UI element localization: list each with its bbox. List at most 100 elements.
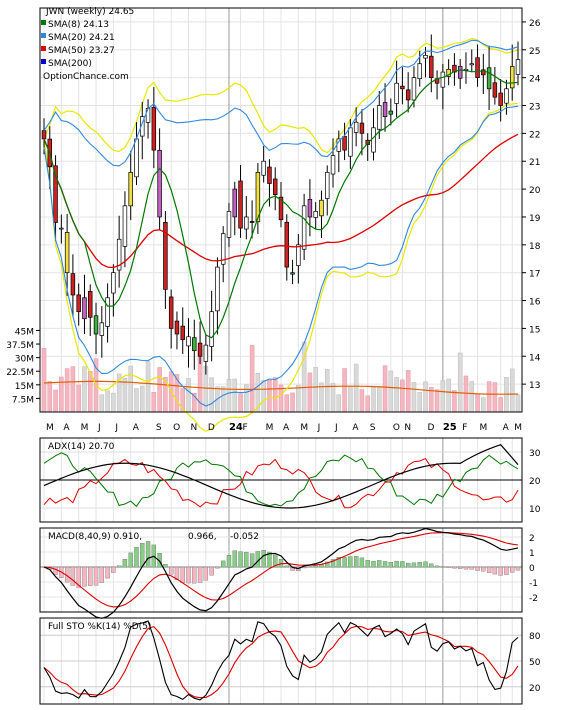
macd-histogram-bar	[192, 567, 196, 583]
candle-body	[510, 67, 514, 88]
candle-body	[42, 131, 46, 139]
volume-bar	[210, 378, 214, 412]
volume-bar	[516, 395, 520, 412]
price-tick-label: 19	[529, 214, 541, 224]
volume-bar	[48, 381, 52, 412]
volume-bar	[129, 366, 133, 412]
price-tick-label: 26	[529, 19, 541, 29]
volume-bar	[371, 386, 375, 412]
volume-bar	[65, 369, 69, 412]
macd-histogram-bar	[239, 552, 243, 568]
candle-body	[458, 67, 462, 79]
macd-histogram-bar	[233, 551, 237, 568]
legend-entry: SMA(50) 23.27	[48, 46, 115, 56]
x-axis-month-label: M	[480, 423, 488, 433]
volume-bar	[395, 377, 399, 412]
macd-tick-label: 0	[529, 564, 535, 574]
volume-bar	[441, 380, 445, 412]
volume-tick-label: 22.5M	[6, 368, 34, 378]
macd-histogram-bar	[227, 555, 231, 567]
macd-histogram-bar	[210, 567, 214, 575]
x-axis-month-label: M	[300, 423, 308, 433]
volume-bar	[291, 393, 295, 412]
volume-bar	[452, 390, 456, 412]
candle-body	[441, 72, 445, 87]
candle-body	[83, 298, 87, 319]
candle-body	[354, 122, 358, 132]
candle-body	[296, 245, 300, 266]
volume-bar	[412, 382, 416, 412]
candle-body	[262, 161, 266, 175]
candle-body	[210, 312, 214, 347]
macd-histogram-bar	[377, 560, 381, 567]
volume-bar	[423, 382, 427, 412]
x-axis-month-label: 25	[443, 422, 457, 433]
legend-entry: SMA(8) 24.13	[48, 20, 109, 30]
candle-body	[244, 217, 248, 229]
price-tick-label: 24	[529, 75, 541, 85]
macd-histogram-bar	[262, 550, 266, 567]
macd-histogram-bar	[429, 564, 433, 568]
macd-histogram-bar	[94, 567, 98, 585]
candle-body	[389, 111, 393, 114]
price-tick-label: 14	[529, 353, 541, 363]
macd-histogram-bar	[464, 567, 468, 569]
macd-histogram-bar	[470, 567, 474, 569]
volume-bar	[406, 370, 410, 412]
macd-histogram-bar	[314, 566, 318, 567]
x-axis-month-label: M	[266, 423, 274, 433]
candle-body	[239, 181, 243, 228]
macd-histogram-bar	[129, 553, 133, 567]
candle-body	[499, 93, 503, 105]
candle-body	[302, 206, 306, 249]
candle-body	[476, 58, 480, 78]
macd-histogram-bar	[181, 567, 185, 583]
x-axis-month-label: J	[334, 423, 338, 433]
candle-body	[181, 326, 185, 339]
volume-bar	[510, 369, 514, 412]
candle-body	[123, 206, 127, 247]
volume-bar	[314, 367, 318, 412]
volume-bar	[360, 390, 364, 412]
candle-body	[65, 232, 69, 272]
macd-histogram-bar	[406, 563, 410, 567]
candle-body	[233, 189, 237, 217]
candle-body	[250, 221, 254, 222]
volume-bar	[308, 373, 312, 412]
candle-body	[111, 273, 115, 293]
candle-body	[291, 273, 295, 274]
volume-bar	[348, 386, 352, 412]
macd-histogram-bar	[487, 567, 491, 573]
candle-body	[360, 123, 364, 133]
candle-body	[331, 156, 335, 174]
macd-histogram-bar	[308, 567, 312, 568]
candle-body	[372, 128, 376, 152]
volume-tick-label: 30M	[15, 355, 34, 365]
candle-body	[59, 228, 63, 229]
volume-tick-label: 7.5M	[12, 395, 34, 405]
macd-histogram-bar	[111, 567, 115, 573]
legend-swatch	[41, 46, 46, 51]
candle-body	[401, 86, 405, 89]
volume-bar	[186, 378, 190, 412]
macd-histogram-bar	[418, 562, 422, 567]
volume-bar	[366, 396, 370, 412]
volume-bar	[152, 392, 156, 412]
volume-bar	[383, 366, 387, 412]
volume-bar	[221, 387, 225, 412]
macd-histogram-bar	[389, 562, 393, 567]
candle-body	[285, 222, 289, 267]
adx-tick-label: 20	[529, 477, 541, 487]
volume-bar	[435, 390, 439, 412]
macd-value-signal: 0.966,	[188, 532, 217, 542]
volume-tick-label: 45M	[15, 327, 34, 337]
macd-histogram-bar	[100, 567, 104, 583]
x-axis-month-label: D	[428, 423, 435, 433]
macd-histogram-bar	[134, 547, 138, 567]
x-axis-month-label: A	[133, 423, 140, 433]
volume-bar	[470, 381, 474, 412]
macd-histogram-bar	[169, 567, 173, 574]
macd-histogram-bar	[360, 558, 364, 567]
candle-body	[268, 167, 272, 183]
